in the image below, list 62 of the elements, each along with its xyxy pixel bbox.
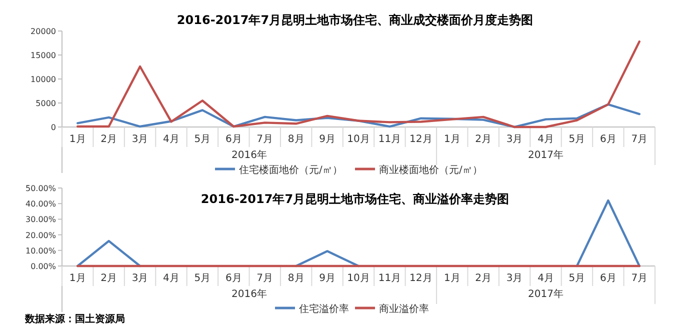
text: 2017年 <box>528 288 564 300</box>
line-series <box>76 40 640 128</box>
x-tick-label: 4月 <box>538 134 554 145</box>
x-tick-label: 8月 <box>288 273 304 284</box>
x-tick-label: 7月 <box>256 134 274 145</box>
x-tick-label: 6月 <box>225 273 242 284</box>
x-tick-label: 6月 <box>600 273 616 284</box>
x-tick-label: 4月 <box>163 134 180 145</box>
text: 2017年 <box>528 149 564 161</box>
x-tick-label: 5月 <box>194 273 211 284</box>
x-tick-label: 2月 <box>100 273 118 284</box>
y-tick-label: 0 <box>50 123 56 132</box>
x-tick-label: 1月 <box>444 273 460 284</box>
x-tick-label: 1月 <box>69 273 86 284</box>
y-tick-label: 50.00% <box>25 184 56 193</box>
x-tick-label: 3月 <box>132 273 148 284</box>
x-tick-label: 11月 <box>378 134 402 145</box>
source-note: 数据来源：国土资源局 <box>24 313 125 325</box>
x-tick-label: 3月 <box>506 273 523 284</box>
chart-title: 2016-2017年7月昆明土地市场住宅、商业溢价率走势图 <box>200 192 510 206</box>
x-tick-label: 9月 <box>319 134 336 145</box>
x-tick-label: 6月 <box>225 134 242 145</box>
y-tick-label: 5000 <box>36 99 56 108</box>
y-tick-label: 40.00% <box>25 200 56 209</box>
legend-label: 商业楼面地价（元/㎡） <box>379 164 482 176</box>
y-tick-label: 10.00% <box>25 246 56 256</box>
x-tick-label: 12月 <box>410 134 432 145</box>
chart-title: 2016-2017年7月昆明土地市场住宅、商业成交楼面价月度走势图 <box>176 13 534 27</box>
legend-label: 商业溢价率 <box>379 303 429 315</box>
x-tick-label: 3月 <box>506 134 523 145</box>
y-tick-label: 0.00% <box>30 262 56 271</box>
y-tick-label: 20000 <box>30 27 56 36</box>
x-tick-label: 7月 <box>256 273 274 284</box>
y-tick-label: 15000 <box>30 51 56 60</box>
x-tick-label: 3月 <box>132 134 148 145</box>
text: 2016年 <box>232 149 267 161</box>
x-tick-label: 2月 <box>475 134 492 145</box>
x-tick-label: 1月 <box>444 134 460 145</box>
x-tick-label: 7月 <box>631 134 648 145</box>
x-tick-label: 7月 <box>631 273 648 284</box>
x-tick-label: 4月 <box>538 273 554 284</box>
x-tick-label: 5月 <box>568 273 586 284</box>
x-tick-label: 9月 <box>319 273 336 284</box>
x-tick-label: 10月 <box>347 134 370 145</box>
x-tick-label: 10月 <box>347 273 370 284</box>
x-tick-label: 4月 <box>163 273 180 284</box>
legend-label: 住宅溢价率 <box>299 303 349 315</box>
line-series <box>76 103 640 128</box>
text: 2016年 <box>232 288 267 300</box>
x-tick-label: 5月 <box>194 134 211 145</box>
x-tick-label: 5月 <box>568 134 586 145</box>
x-tick-label: 12月 <box>410 273 432 284</box>
x-tick-label: 2月 <box>475 273 492 284</box>
x-tick-label: 8月 <box>288 134 304 145</box>
x-tick-label: 6月 <box>600 134 616 145</box>
x-tick-label: 1月 <box>69 134 86 145</box>
legend-label: 住宅楼面地价（元/㎡） <box>239 164 342 176</box>
y-tick-label: 10000 <box>30 75 56 84</box>
y-tick-label: 20.00% <box>25 230 56 240</box>
x-tick-label: 2月 <box>100 134 118 145</box>
x-tick-label: 11月 <box>378 273 402 284</box>
y-tick-label: 30.00% <box>25 215 56 224</box>
